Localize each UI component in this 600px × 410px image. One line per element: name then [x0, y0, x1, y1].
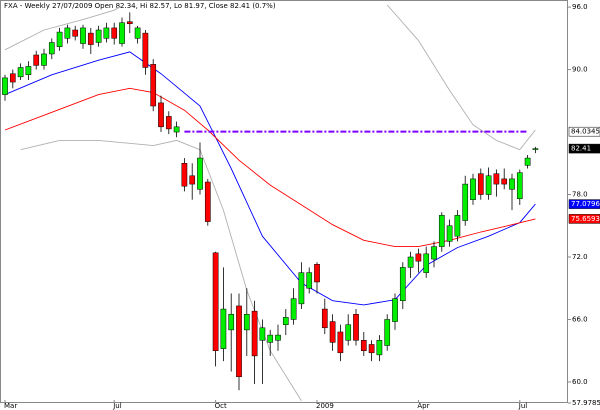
candle-body	[72, 29, 79, 37]
candle-body	[204, 181, 211, 222]
candle-body	[376, 340, 383, 356]
x-tick-label: Mar	[4, 402, 17, 410]
candle-body	[56, 31, 63, 47]
candle-body	[524, 157, 531, 166]
candle-body	[251, 310, 258, 357]
candle-body	[17, 67, 24, 78]
x-tick-label: 2009	[316, 402, 334, 410]
candle-body	[103, 27, 110, 39]
candle-body	[462, 183, 469, 221]
candle-body	[423, 253, 430, 273]
close-box	[568, 143, 600, 154]
candle-body	[212, 252, 219, 351]
level-box	[568, 126, 600, 137]
candle-body	[25, 66, 32, 76]
candle-body	[438, 215, 445, 247]
candle-body	[298, 272, 305, 305]
x-tick-label: Apr	[417, 402, 429, 410]
candle-body	[48, 42, 55, 55]
candle-body	[189, 175, 196, 185]
chart-title: FXA - Weekly 27/07/2009 Open 82.34, Hi 8…	[4, 2, 276, 10]
candle-body	[353, 314, 359, 341]
indicator-line	[4, 87, 536, 248]
candle-body	[290, 298, 297, 320]
candle-body	[516, 172, 523, 199]
candle-body	[399, 267, 406, 301]
candle-body	[173, 126, 180, 133]
y-tick-label: 96.0	[572, 3, 588, 11]
candle-body	[314, 264, 320, 283]
candle-body	[165, 116, 172, 130]
candle-body	[345, 324, 352, 341]
candle-body	[126, 21, 133, 24]
candle-body	[228, 314, 235, 331]
candle-body	[236, 305, 242, 377]
indicator-label: 77.0796	[571, 200, 600, 208]
plot-frame	[0, 0, 568, 403]
y-tick-label: 72.0	[572, 253, 588, 261]
candle-body	[197, 157, 203, 190]
candle-body	[80, 27, 86, 44]
candle-body	[259, 327, 266, 341]
x-tick-label: Oct	[215, 402, 227, 410]
plot-area	[2, 5, 539, 401]
candle-body	[158, 102, 164, 128]
candle-body	[306, 272, 313, 289]
candle-body	[150, 64, 157, 107]
close-label: 82.41	[571, 145, 591, 153]
indicator-line	[4, 5, 123, 51]
candle-body	[431, 246, 437, 260]
indicator-box	[568, 214, 600, 224]
candle-body	[501, 178, 508, 185]
candle-body	[329, 321, 336, 343]
candle-body	[41, 53, 47, 66]
x-tick-label: Jul	[518, 402, 528, 410]
candle-body	[275, 334, 281, 341]
level-label: 84.0345	[571, 128, 600, 136]
candle-body	[509, 178, 515, 190]
candle-body	[407, 256, 414, 268]
candle-body	[87, 32, 94, 45]
y-tick-label: 78.0	[572, 191, 588, 199]
candle-body	[493, 173, 500, 185]
candle-body	[220, 308, 227, 349]
y-tick-label: 90.0	[572, 66, 588, 74]
candle-body	[134, 27, 141, 39]
candle-body	[392, 298, 398, 322]
indicator-box	[568, 199, 600, 209]
y-tick-label: 66.0	[572, 315, 588, 323]
candle-body	[360, 340, 367, 351]
candle-body	[368, 344, 375, 354]
candle-body	[2, 77, 8, 95]
candle-body	[384, 319, 391, 346]
candle-body	[142, 32, 149, 68]
candle-body	[243, 314, 250, 331]
candle-body	[477, 173, 484, 195]
indicator-line	[20, 139, 302, 401]
candle-body	[119, 22, 125, 44]
candle-body	[470, 178, 476, 200]
candle-body	[532, 148, 539, 150]
candle-body	[111, 27, 118, 39]
candle-body	[95, 29, 102, 43]
candle-body	[415, 253, 422, 262]
candle-body	[64, 27, 71, 39]
candle-body	[181, 163, 188, 187]
indicator-line	[386, 5, 536, 151]
candle-body	[33, 54, 40, 66]
candle-body	[454, 215, 461, 237]
candle-body	[9, 73, 16, 83]
candle-body	[446, 225, 453, 242]
candle-body	[321, 308, 328, 329]
x-tick-label: Jul	[112, 402, 122, 410]
candle-body	[485, 175, 492, 195]
candle-body	[267, 334, 274, 343]
indicator-label: 75.6593	[571, 215, 600, 223]
y-tick-label: 57.9785	[572, 399, 600, 407]
y-tick-label: 60.0	[572, 378, 588, 386]
candle-body	[337, 331, 344, 354]
candle-body	[282, 317, 289, 325]
